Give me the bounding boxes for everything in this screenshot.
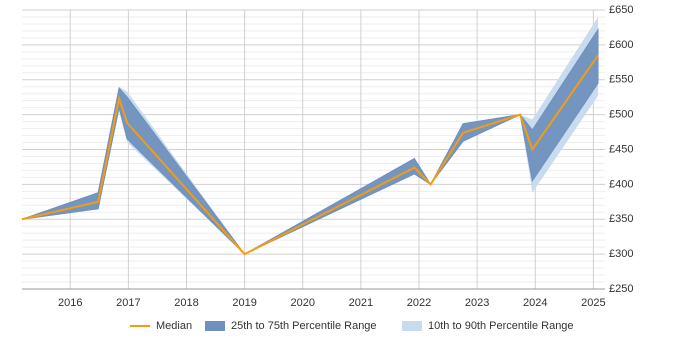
y-tick-label: £450 — [609, 143, 633, 155]
y-tick-label: £400 — [609, 178, 633, 190]
x-tick-label: 2024 — [523, 297, 547, 309]
y-tick-label: £600 — [609, 39, 633, 51]
x-tick-label: 2025 — [581, 297, 605, 309]
y-tick-label: £500 — [609, 109, 633, 121]
x-tick-label: 2019 — [232, 297, 256, 309]
x-tick-label: 2022 — [407, 297, 431, 309]
x-tick-label: 2017 — [116, 297, 140, 309]
y-tick-label: £650 — [609, 4, 633, 16]
x-tick-label: 2020 — [291, 297, 315, 309]
y-tick-label: £300 — [609, 248, 633, 260]
median-line — [21, 54, 599, 256]
x-tick-label: 2018 — [174, 297, 198, 309]
y-tick-label: £550 — [609, 74, 633, 86]
legend-label: Median — [156, 320, 192, 332]
legend-swatch — [205, 321, 225, 331]
y-tick-label: £250 — [609, 283, 633, 295]
legend-label: 25th to 75th Percentile Range — [231, 320, 377, 332]
x-tick-label: 2016 — [58, 297, 82, 309]
legend-swatch — [402, 321, 422, 331]
y-tick-label: £350 — [609, 213, 633, 225]
x-tick-label: 2023 — [465, 297, 489, 309]
x-tick-label: 2021 — [349, 297, 373, 309]
legend-label: 10th to 90th Percentile Range — [428, 320, 574, 332]
